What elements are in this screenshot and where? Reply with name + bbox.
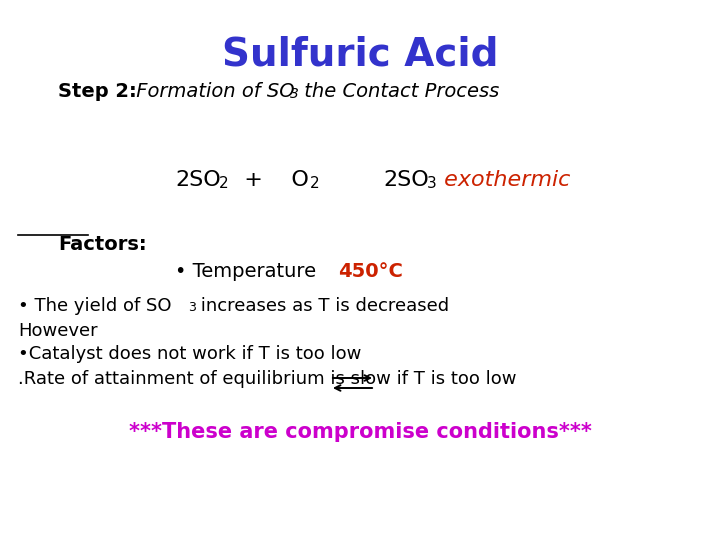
Text: +    O: + O: [230, 170, 309, 190]
Text: • The yield of SO: • The yield of SO: [18, 297, 171, 315]
Text: Formation of SO: Formation of SO: [130, 82, 294, 101]
Text: 3: 3: [427, 176, 437, 191]
Text: 2SO: 2SO: [175, 170, 221, 190]
Text: Sulfuric Acid: Sulfuric Acid: [222, 35, 498, 73]
Text: ***These are compromise conditions***: ***These are compromise conditions***: [129, 422, 591, 442]
Text: Step 2:: Step 2:: [58, 82, 137, 101]
Text: 3: 3: [290, 87, 299, 101]
Text: 3: 3: [188, 301, 196, 314]
Text: 2: 2: [219, 176, 229, 191]
Text: Factors:: Factors:: [58, 235, 147, 254]
Text: the Contact Process: the Contact Process: [298, 82, 499, 101]
Text: increases as T is decreased: increases as T is decreased: [195, 297, 449, 315]
Text: .Rate of attainment of equilibrium is slow if T is too low: .Rate of attainment of equilibrium is sl…: [18, 370, 516, 388]
Text: 2: 2: [310, 176, 320, 191]
Text: However: However: [18, 322, 98, 340]
Text: 450°C: 450°C: [338, 262, 403, 281]
Text: • Temperature: • Temperature: [175, 262, 328, 281]
Text: 2SO: 2SO: [383, 170, 428, 190]
Text: exothermic: exothermic: [437, 170, 570, 190]
Text: •Catalyst does not work if T is too low: •Catalyst does not work if T is too low: [18, 345, 361, 363]
